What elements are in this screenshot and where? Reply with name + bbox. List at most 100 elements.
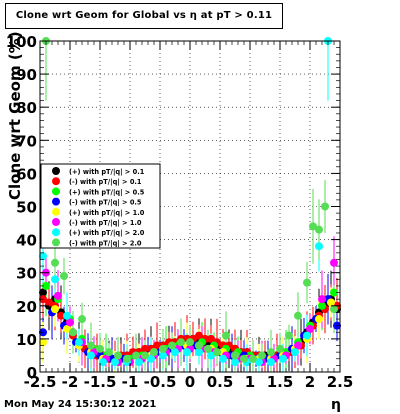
data-point <box>315 242 323 251</box>
data-point <box>132 351 140 360</box>
data-point <box>267 358 275 367</box>
data-point <box>45 298 53 307</box>
data-point <box>306 324 314 333</box>
data-point <box>75 338 83 347</box>
y-tick-label: 40 <box>16 232 37 250</box>
data-point <box>195 341 203 350</box>
legend-marker <box>52 197 60 206</box>
data-point <box>159 351 167 360</box>
data-points <box>39 37 341 367</box>
x-tick-label: 0 <box>185 373 195 391</box>
y-tick-label: 50 <box>16 199 37 217</box>
data-point <box>135 358 143 367</box>
data-point <box>309 222 317 231</box>
legend: (+) with pT/|q| > 0.1(-) with pT/|q| > 0… <box>40 163 161 249</box>
data-point <box>63 324 71 333</box>
x-tick-label: 1.5 <box>267 373 294 391</box>
y-tick-label: 10 <box>16 331 37 349</box>
y-tick-label: 20 <box>16 298 37 316</box>
x-tick-label: -2.5 <box>24 373 57 391</box>
data-point <box>141 344 149 353</box>
data-point <box>51 305 59 314</box>
legend-label: (-) with pT/|q| > 1.0 <box>69 219 142 228</box>
data-point <box>279 354 287 363</box>
data-point <box>159 344 167 353</box>
x-tick-label: 2 <box>305 373 315 391</box>
legend-marker <box>52 187 60 196</box>
y-tick-label: 0 <box>27 364 37 382</box>
data-point <box>87 341 95 350</box>
legend-label: (+) with pT/|q| > 0.5 <box>69 188 145 197</box>
data-point <box>294 311 302 320</box>
legend-label: (-) with pT/|q| > 2.0 <box>69 239 142 248</box>
x-tick-label: 2.5 <box>327 373 354 391</box>
data-point <box>51 258 59 267</box>
data-point <box>69 328 77 337</box>
y-tick-label: 30 <box>16 265 37 283</box>
legend-marker <box>52 238 60 247</box>
data-point <box>150 348 158 357</box>
data-point <box>123 354 131 363</box>
data-point <box>207 351 215 360</box>
data-point <box>105 348 113 357</box>
data-point <box>195 331 203 340</box>
data-point <box>291 348 299 357</box>
data-point <box>213 348 221 357</box>
y-tick-label: 100 <box>6 33 37 51</box>
y-tick-label: 80 <box>16 99 37 117</box>
data-point <box>99 358 107 367</box>
data-point <box>183 348 191 357</box>
legend-label: (-) with pT/|q| > 0.5 <box>69 199 142 208</box>
data-point <box>327 298 335 307</box>
data-point <box>177 338 185 347</box>
data-point <box>60 272 68 281</box>
x-tick-label: -2 <box>62 373 79 391</box>
data-point <box>318 295 326 304</box>
x-axis-label: η <box>331 397 341 413</box>
data-point <box>147 354 155 363</box>
legend-marker <box>52 228 60 237</box>
legend-marker <box>52 207 60 216</box>
data-point <box>330 258 338 267</box>
data-point <box>315 315 323 324</box>
legend-label: (+) with pT/|q| > 0.1 <box>69 168 145 177</box>
data-point <box>168 341 176 350</box>
data-point <box>318 301 326 310</box>
data-point <box>222 331 230 340</box>
x-tick-label: -1 <box>122 373 139 391</box>
data-point <box>219 354 227 363</box>
data-point <box>276 344 284 353</box>
data-point <box>141 351 149 360</box>
data-point <box>258 351 266 360</box>
data-point <box>303 331 311 340</box>
data-point <box>195 348 203 357</box>
y-axis-label: Clone wrt Geom (%) <box>6 31 24 200</box>
data-point <box>87 351 95 360</box>
data-point <box>171 348 179 357</box>
data-point <box>57 311 65 320</box>
data-point <box>39 252 47 261</box>
legend-box <box>40 163 161 249</box>
data-point <box>153 341 161 350</box>
legend-label: (+) with pT/|q| > 1.0 <box>69 209 145 218</box>
data-point <box>240 354 248 363</box>
data-point <box>78 315 86 324</box>
y-tick-label: 60 <box>16 165 37 183</box>
data-point <box>231 351 239 360</box>
legend-label: (-) with pT/|q| > 0.1 <box>69 178 142 187</box>
legend-marker <box>52 177 60 186</box>
data-point <box>249 354 257 363</box>
data-point <box>186 338 194 347</box>
axes: -2.5 -2 -1.5 -1 -0.5 0 0.5 1 1.5 2 2.5 0 10 20 30 40 50 6… <box>6 33 354 391</box>
data-point <box>54 291 62 300</box>
timestamp: Mon May 24 15:30:12 2021 <box>4 399 157 410</box>
data-point <box>231 358 239 367</box>
data-point <box>96 344 104 353</box>
data-point <box>207 334 215 343</box>
data-point <box>51 275 59 284</box>
data-point <box>255 358 263 367</box>
data-point <box>66 318 74 327</box>
x-tick-label: 0.5 <box>207 373 234 391</box>
x-tick-label: -1.5 <box>84 373 117 391</box>
